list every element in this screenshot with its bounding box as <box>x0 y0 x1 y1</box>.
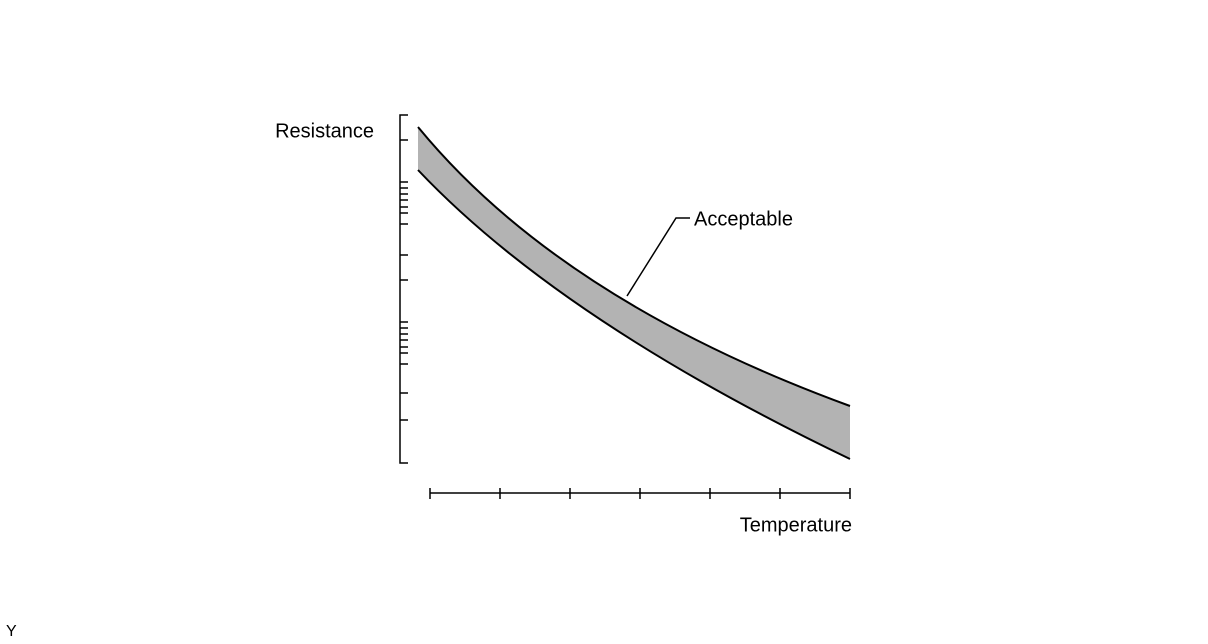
y-axis <box>399 114 408 464</box>
band-lower-edge <box>417 169 851 460</box>
acceptable-band <box>418 127 850 459</box>
band-label: Acceptable <box>694 208 793 230</box>
y-axis-label: Resistance <box>275 120 374 142</box>
band-upper-edge <box>417 126 851 407</box>
x-axis-label: Temperature <box>740 514 852 536</box>
leader-line <box>626 217 690 297</box>
figure-code: Y <box>6 623 17 640</box>
x-axis <box>429 488 851 499</box>
